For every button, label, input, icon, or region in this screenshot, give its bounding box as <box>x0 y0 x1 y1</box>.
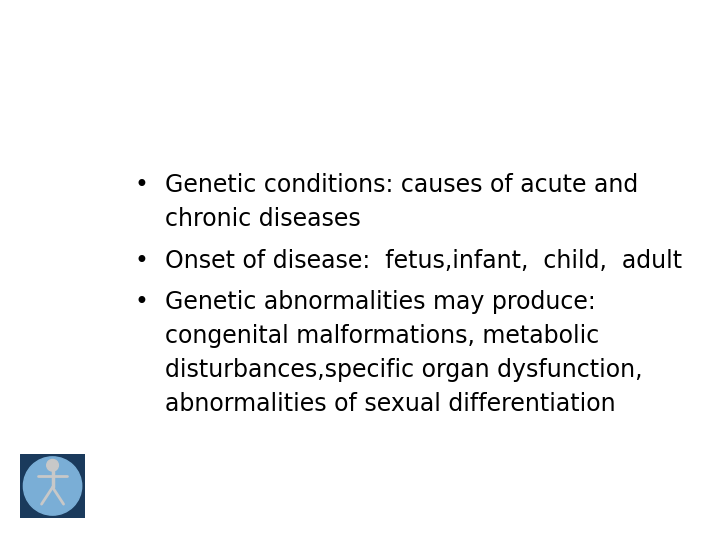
Text: congenital malformations, metabolic: congenital malformations, metabolic <box>166 324 600 348</box>
Text: Onset of disease:  fetus,infant,  child,  adult: Onset of disease: fetus,infant, child, a… <box>166 248 683 273</box>
Circle shape <box>47 460 58 471</box>
Text: Genetic conditions: causes of acute and: Genetic conditions: causes of acute and <box>166 173 639 197</box>
Text: •: • <box>135 248 148 273</box>
Text: Genetic abnormalities may produce:: Genetic abnormalities may produce: <box>166 290 596 314</box>
Circle shape <box>23 457 82 515</box>
Text: •: • <box>135 290 148 314</box>
Text: disturbances,specific organ dysfunction,: disturbances,specific organ dysfunction, <box>166 359 643 382</box>
Text: •: • <box>135 173 148 197</box>
Text: chronic diseases: chronic diseases <box>166 207 361 231</box>
Text: abnormalities of sexual differentiation: abnormalities of sexual differentiation <box>166 393 616 416</box>
